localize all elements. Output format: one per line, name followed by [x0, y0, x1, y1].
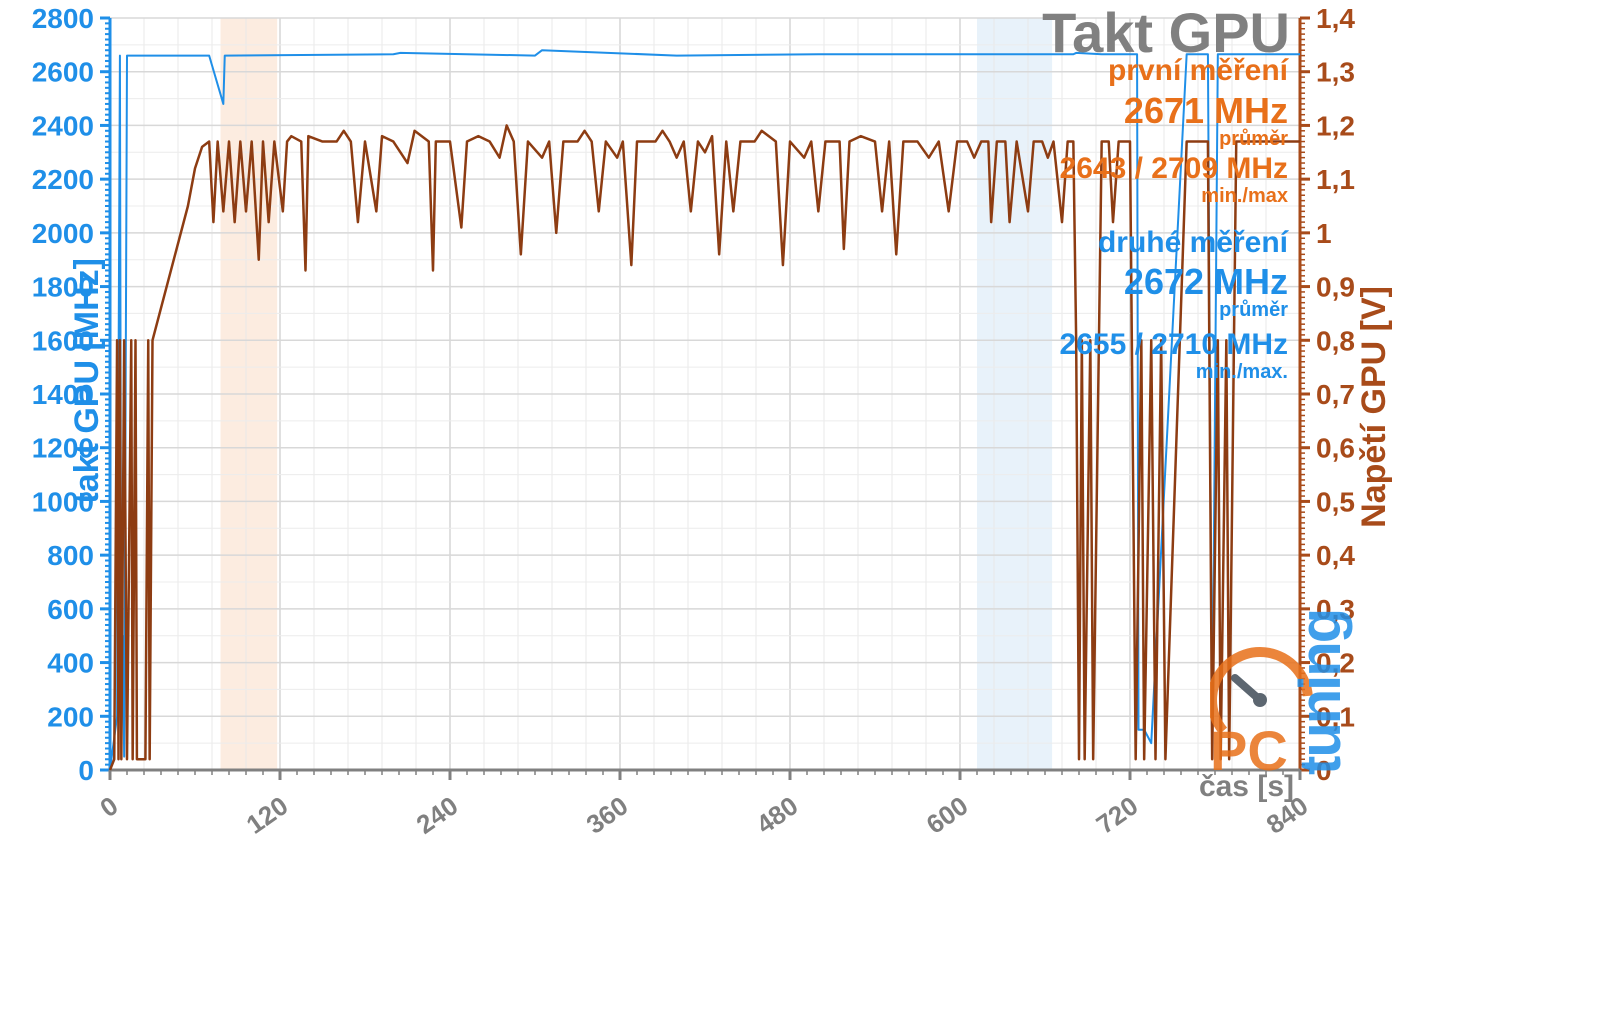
second-measure-avg: 2672 MHz [1124, 261, 1288, 303]
y-left-tick-label: 800 [47, 540, 94, 571]
y-left-tick-label: 600 [47, 594, 94, 625]
y-left-tick-label: 200 [47, 701, 94, 732]
y-right-tick-label: 1,4 [1316, 3, 1355, 34]
x-tick-label: 480 [751, 790, 804, 839]
second-measure-range: 2655 / 2710 MHz [1060, 328, 1288, 362]
y-right-tick-label: 1,2 [1316, 110, 1355, 141]
second-measure-avg-sub: průměr [1219, 299, 1288, 322]
x-tick-label: 120 [241, 790, 294, 839]
y-left-tick-label: 2800 [32, 3, 94, 34]
x-tick-label: 600 [921, 790, 974, 839]
y-right-tick-label: 0,8 [1316, 325, 1355, 356]
y-right-tick-label: 1 [1316, 218, 1332, 249]
y-right-tick-label: 1,3 [1316, 57, 1355, 88]
y-left-axis-title: takt GPU [MHz] [68, 258, 106, 504]
svg-text:tuning: tuning [1288, 610, 1353, 775]
first-measure-range-sub: min./max [1201, 185, 1288, 208]
y-right-tick-label: 0,7 [1316, 379, 1355, 410]
first-measure-avg: 2671 MHz [1124, 90, 1288, 132]
first-measure-range: 2643 / 2709 MHz [1060, 152, 1288, 186]
y-left-tick-label: 2000 [32, 218, 94, 249]
x-tick-label: 0 [94, 790, 123, 823]
svg-text:PC: PC [1210, 719, 1288, 780]
x-tick-label: 240 [411, 790, 464, 839]
y-right-tick-label: 1,1 [1316, 164, 1355, 195]
y-left-tick-label: 2200 [32, 164, 94, 195]
x-tick-label: 720 [1091, 790, 1144, 839]
y-left-tick-label: 2600 [32, 57, 94, 88]
first-measure-label: první měření [1108, 54, 1288, 88]
second-measure-label: druhé měření [1098, 226, 1288, 260]
first-measure-avg-sub: průměr [1219, 128, 1288, 151]
y-left-tick-label: 400 [47, 648, 94, 679]
x-tick-label: 360 [581, 790, 634, 839]
pctuning-logo: PC tuning [1210, 480, 1420, 785]
y-right-tick-label: 0,9 [1316, 272, 1355, 303]
y-left-tick-label: 0 [78, 755, 94, 786]
y-right-tick-label: 0,6 [1316, 433, 1355, 464]
second-measure-range-sub: min./max. [1196, 361, 1288, 384]
y-left-tick-label: 2400 [32, 110, 94, 141]
